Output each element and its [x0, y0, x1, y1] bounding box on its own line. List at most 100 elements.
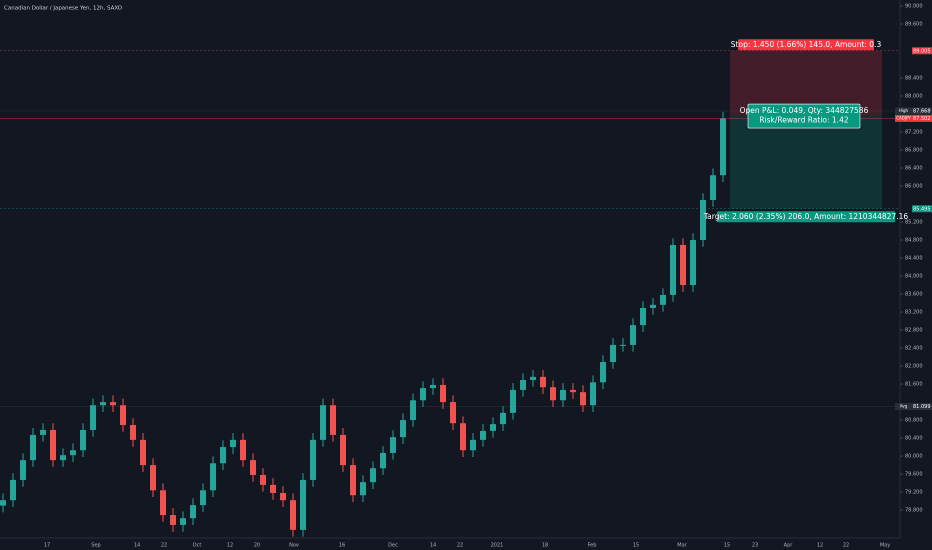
y-tick-label: 84.400	[905, 256, 923, 262]
candle-body	[540, 376, 546, 388]
candle-body	[580, 392, 586, 406]
x-tick-label: 18	[542, 543, 548, 549]
candle-body	[230, 439, 236, 448]
x-tick-label: Dec	[388, 543, 398, 549]
y-tick-label: 85.200	[905, 220, 923, 226]
x-tick-label: 2021	[491, 543, 504, 549]
candle-body	[160, 490, 166, 516]
x-tick-label: 22	[161, 543, 167, 549]
candle-body	[480, 430, 486, 440]
candle-body	[320, 405, 326, 440]
x-tick-label: 15	[633, 543, 639, 549]
price-tag-name-bg	[895, 107, 912, 115]
candle-body	[250, 460, 256, 475]
y-tick-label: 82.000	[905, 364, 923, 370]
candle-body	[310, 439, 316, 480]
candle-body	[600, 362, 606, 383]
candle-body	[10, 479, 16, 501]
candle-body	[190, 505, 196, 519]
candle-body	[80, 429, 86, 451]
candle-body	[550, 387, 556, 401]
candle-body	[710, 175, 716, 200]
price-tag-value: 89.005	[913, 48, 931, 54]
x-tick-label: 20	[254, 543, 260, 549]
candle-body	[260, 474, 266, 485]
candle-body	[340, 434, 346, 466]
x-tick-label: 17	[44, 543, 50, 549]
candle-body	[350, 465, 356, 496]
candle-body	[0, 500, 6, 506]
x-tick-label: 12	[227, 543, 233, 549]
candle-body	[620, 344, 626, 346]
y-tick-label: 80.400	[905, 436, 923, 442]
candle-body	[420, 388, 426, 401]
price-tag-name: Avg	[900, 404, 908, 409]
candle-body	[560, 389, 566, 401]
candle-body	[220, 447, 226, 464]
price-tag-value: 87.668	[913, 108, 931, 114]
x-tick-label: 22	[457, 543, 463, 549]
candle-body	[140, 439, 146, 466]
stop-label: Stop: 1.450 (1.66%) 145.0, Amount: 0.3	[731, 40, 882, 49]
price-tag-bg	[912, 107, 932, 115]
x-tick-label: Sep	[91, 543, 100, 549]
candle-body	[680, 244, 686, 286]
candle-body	[290, 500, 296, 530]
x-tick-label: 16	[339, 543, 345, 549]
candle-body	[700, 199, 706, 241]
candle-body	[20, 460, 26, 480]
candle-body	[500, 412, 506, 425]
candle-body	[390, 437, 396, 453]
candle-body	[490, 424, 496, 431]
candle-body	[200, 490, 206, 506]
pnl-box	[747, 103, 861, 129]
candle-body	[720, 118, 726, 176]
candle-body	[300, 479, 306, 530]
candle-body	[530, 376, 536, 381]
x-tick-label: May	[880, 543, 890, 549]
candle-body	[570, 389, 576, 393]
price-tag-value: 85.495	[913, 206, 931, 212]
price-tag-name: High	[899, 108, 909, 113]
candle-body	[400, 420, 406, 438]
x-tick-label: Apr	[784, 543, 794, 549]
y-tick-label: 80.800	[905, 418, 923, 424]
candle-body	[380, 452, 386, 469]
x-tick-label: 23	[752, 543, 758, 549]
y-tick-label: 88.400	[905, 76, 923, 82]
pnl-label: Open P&L: 0.049, Qty: 344827586	[740, 106, 869, 115]
candle-body	[650, 304, 656, 309]
y-tick-label: 79.200	[905, 490, 923, 496]
target-zone	[730, 116, 882, 209]
candle-body	[90, 405, 96, 430]
candle-body	[170, 515, 176, 525]
candle-body	[510, 389, 516, 413]
chart-title: Canadian Dollar / Japanese Yen, 12h, SAX…	[4, 6, 123, 12]
candle-body	[130, 425, 136, 440]
x-tick-label: Feb	[588, 543, 597, 549]
y-tick-label: 82.400	[905, 346, 923, 352]
candle-body	[410, 400, 416, 421]
candle-body	[520, 380, 526, 390]
candle-body	[610, 344, 616, 363]
candle-body	[150, 465, 156, 491]
candle-body	[280, 492, 286, 501]
candle-body	[670, 244, 676, 295]
candle-body	[270, 484, 276, 493]
candle-body	[110, 402, 116, 406]
price-tag-value: 81.099	[913, 404, 931, 410]
y-tick-label: 88.000	[905, 94, 923, 100]
target-label: Target: 2.060 (2.35%) 206.0, Amount: 121…	[703, 212, 909, 221]
candle-body	[330, 405, 336, 435]
target-label-bg	[717, 211, 895, 223]
candle-body	[100, 402, 106, 406]
candle-body	[590, 382, 596, 406]
candle-body	[660, 294, 666, 305]
candle-body	[40, 429, 46, 435]
rr-label: Risk/Reward Ratio: 1.42	[759, 116, 848, 125]
y-tick-label: 87.200	[905, 130, 923, 136]
candle-body	[470, 439, 476, 451]
stop-label-bg	[738, 39, 874, 51]
candle-body	[30, 434, 36, 461]
